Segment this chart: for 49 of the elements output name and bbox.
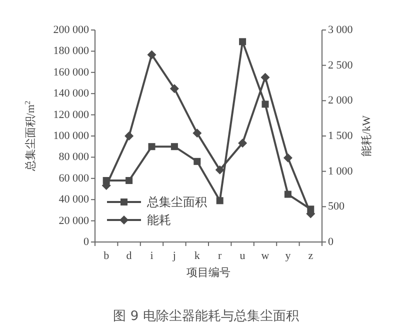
- x-tick-label: b: [104, 250, 110, 262]
- y2-tick-label: 3 000: [328, 24, 354, 36]
- x-tick-label: d: [126, 250, 132, 262]
- x-tick-label: j: [172, 250, 176, 262]
- x-axis-title: 项目编号: [186, 266, 230, 279]
- point: [126, 177, 133, 184]
- y-tick-label: 100 000: [53, 130, 90, 142]
- point: [260, 72, 270, 82]
- y2-tick-label: 500: [328, 200, 345, 213]
- point: [215, 165, 224, 174]
- x-tick-label: k: [194, 250, 200, 262]
- point: [124, 132, 134, 140]
- y2-axis-title: 能耗/kW: [360, 114, 373, 156]
- point: [284, 190, 292, 198]
- x-tick-label: u: [240, 250, 246, 262]
- y-tick-label: 140 000: [53, 88, 90, 100]
- legend-label: 总集尘面积: [146, 195, 207, 209]
- y2-tick-label: 1 000: [328, 165, 354, 178]
- point: [238, 138, 248, 148]
- y-tick-label: 80 000: [58, 151, 90, 164]
- point: [283, 153, 292, 162]
- y2-tick-label: 2 500: [328, 59, 354, 72]
- y-tick-label: 180 000: [53, 45, 90, 58]
- text: 图 9 电除尘器能耗与总集尘面积: [113, 309, 299, 324]
- point: [216, 197, 224, 204]
- point: [194, 158, 201, 165]
- x-tick-label: w: [261, 250, 270, 262]
- y-tick-label: 0: [84, 236, 90, 248]
- point: [192, 128, 202, 138]
- y-tick-label: 200 000: [53, 24, 90, 36]
- y-tick-label: 40 000: [58, 194, 90, 206]
- legend-label: 能耗: [147, 213, 171, 227]
- x-tick-label: z: [308, 250, 314, 262]
- point: [170, 143, 178, 150]
- y2-tick-label: 0: [328, 236, 334, 248]
- x-tick-label: i: [150, 250, 154, 262]
- y-tick-label: 160 000: [53, 66, 90, 78]
- y-tick-label: 60 000: [58, 172, 90, 184]
- point: [147, 50, 156, 60]
- x-tick-label: r: [218, 250, 222, 262]
- point: [262, 100, 269, 108]
- y-tick-label: 120 000: [53, 108, 90, 121]
- x-tick-label: y: [285, 250, 292, 262]
- point: [170, 84, 179, 94]
- point: [148, 143, 156, 150]
- y-tick-label: 20 000: [58, 214, 90, 227]
- y2-tick-label: 1 500: [328, 130, 354, 142]
- point: [239, 38, 246, 46]
- y2-tick-label: 2 000: [328, 94, 354, 107]
